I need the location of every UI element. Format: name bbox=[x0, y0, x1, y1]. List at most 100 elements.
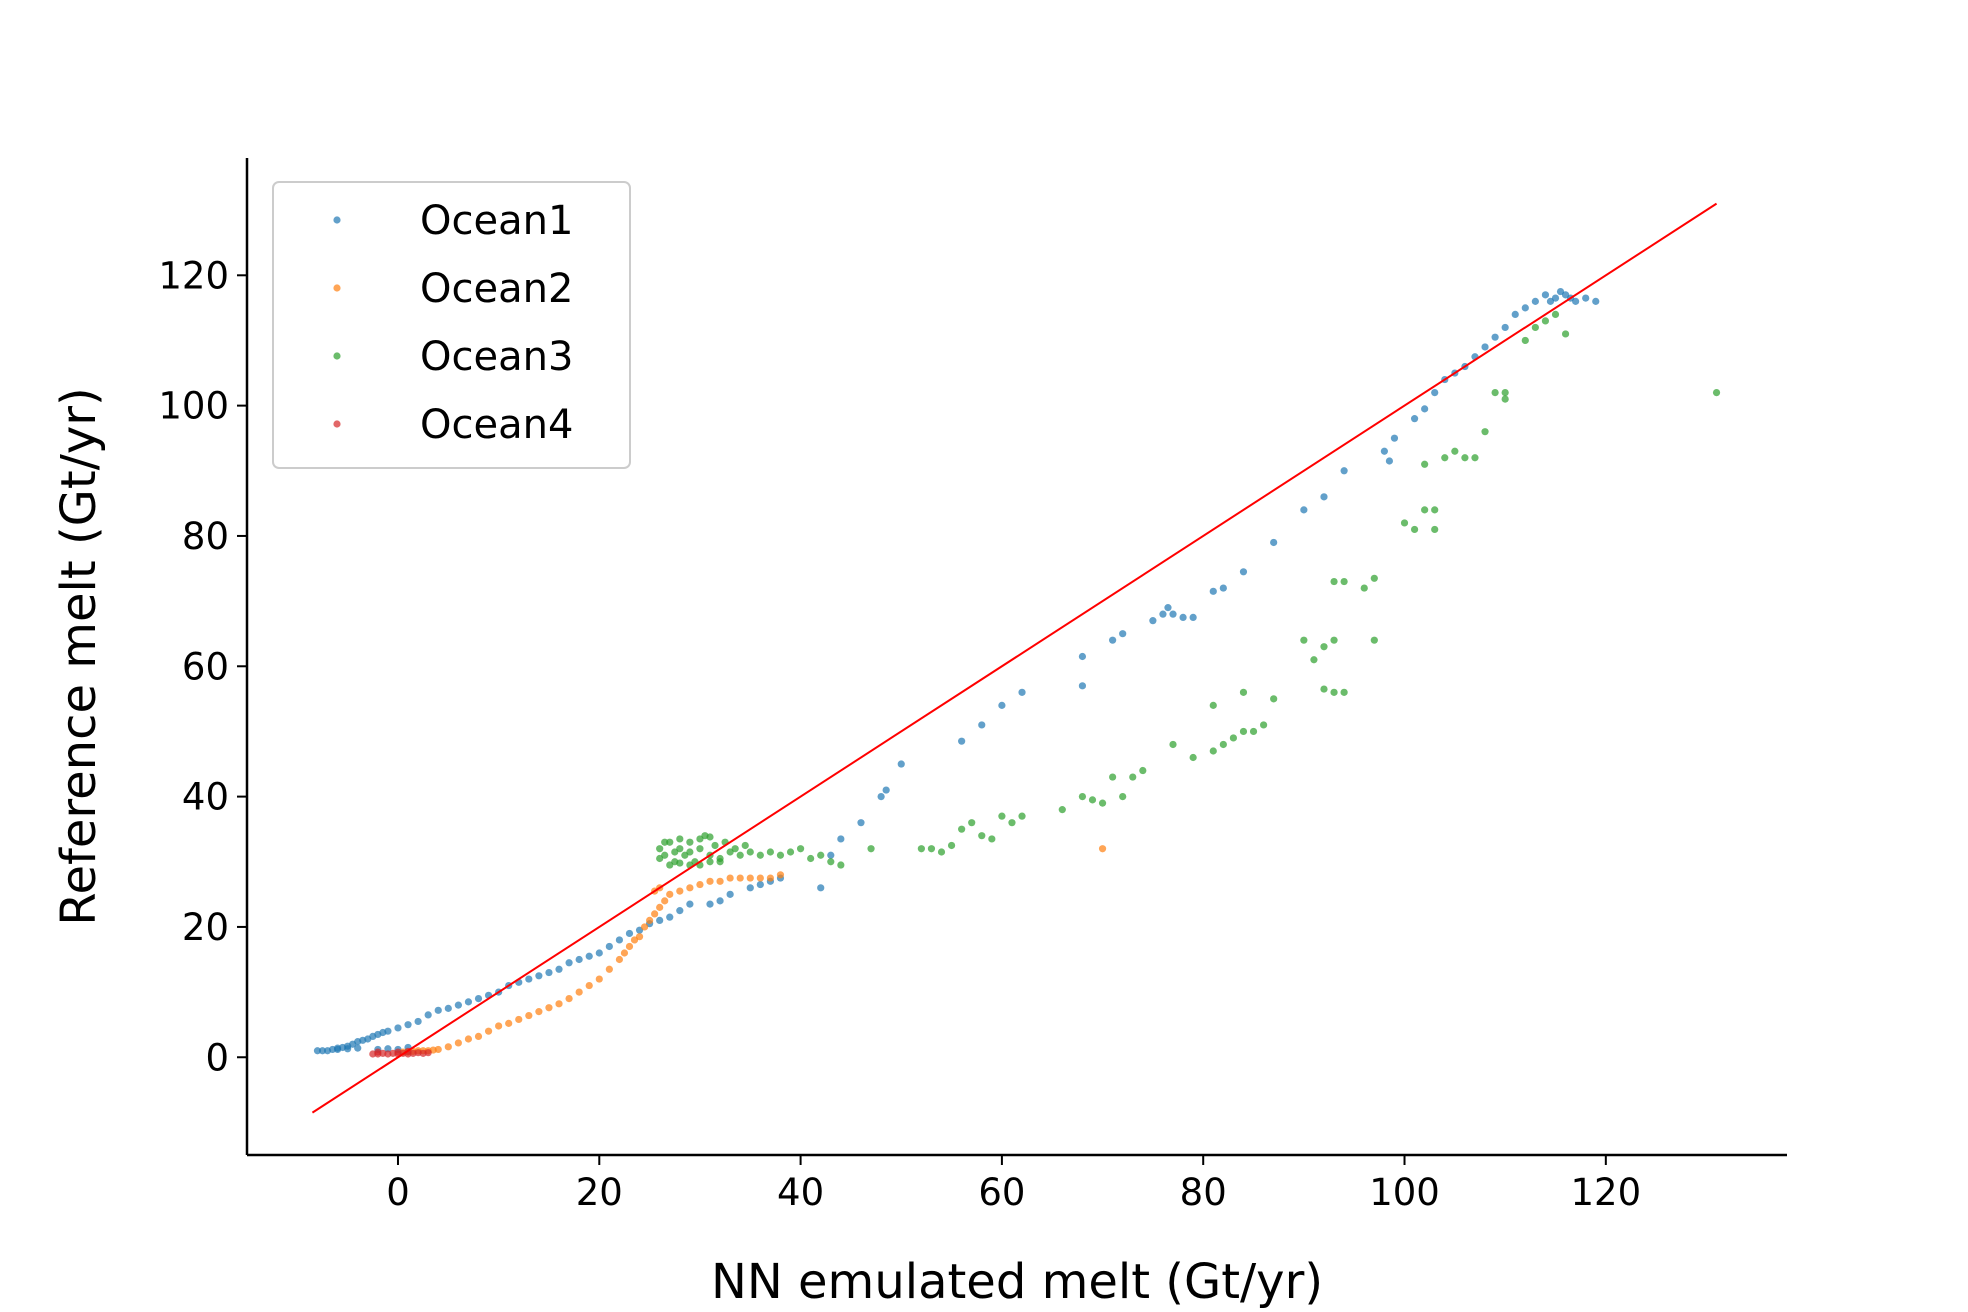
data-point bbox=[978, 721, 986, 729]
data-point bbox=[1239, 688, 1248, 696]
data-point bbox=[444, 1004, 452, 1012]
legend-marker bbox=[333, 420, 341, 428]
data-point bbox=[384, 1027, 392, 1035]
data-point bbox=[575, 955, 583, 964]
data-point bbox=[1561, 330, 1570, 338]
data-point bbox=[666, 861, 674, 869]
data-point bbox=[726, 890, 734, 898]
data-point bbox=[495, 1022, 503, 1030]
data-point bbox=[1219, 584, 1227, 592]
data-point bbox=[706, 858, 714, 866]
data-point bbox=[575, 988, 583, 996]
data-point bbox=[1370, 636, 1378, 644]
data-point bbox=[706, 877, 714, 885]
data-point bbox=[978, 832, 986, 840]
x-tick-label: 40 bbox=[777, 1171, 824, 1214]
data-point bbox=[394, 1024, 402, 1032]
data-point bbox=[1088, 796, 1097, 804]
data-point bbox=[1300, 636, 1308, 644]
data-point bbox=[1169, 740, 1177, 749]
data-point bbox=[1018, 812, 1026, 820]
data-point bbox=[625, 929, 634, 938]
data-point bbox=[515, 1015, 523, 1024]
x-tick-label: 80 bbox=[1180, 1171, 1227, 1214]
data-point bbox=[666, 913, 674, 921]
data-point bbox=[1541, 317, 1550, 325]
data-point bbox=[1461, 454, 1469, 462]
data-point bbox=[937, 848, 946, 856]
data-point bbox=[958, 825, 966, 833]
data-point bbox=[686, 838, 694, 846]
data-point bbox=[1481, 343, 1489, 351]
y-tick-label: 60 bbox=[182, 645, 229, 688]
data-point bbox=[525, 975, 533, 983]
data-point bbox=[1320, 493, 1328, 501]
data-point bbox=[1380, 447, 1388, 455]
data-point bbox=[565, 959, 573, 967]
data-point bbox=[706, 833, 714, 841]
data-point bbox=[424, 1011, 432, 1019]
data-point bbox=[1270, 538, 1278, 547]
data-point bbox=[746, 884, 754, 892]
data-point bbox=[565, 995, 573, 1003]
data-point bbox=[1531, 297, 1539, 305]
data-point bbox=[1098, 845, 1107, 853]
data-point bbox=[354, 1044, 362, 1052]
data-point bbox=[1400, 519, 1409, 527]
data-point bbox=[882, 786, 890, 794]
data-point bbox=[1209, 587, 1217, 595]
data-point bbox=[505, 1019, 513, 1027]
data-point bbox=[555, 1000, 563, 1008]
data-point bbox=[766, 874, 774, 882]
data-point bbox=[615, 936, 624, 944]
data-point bbox=[827, 858, 835, 866]
data-point bbox=[998, 812, 1006, 820]
legend-label: Ocean4 bbox=[420, 402, 573, 448]
data-point bbox=[666, 838, 674, 846]
data-point bbox=[661, 838, 669, 846]
legend-marker bbox=[333, 352, 341, 360]
data-point bbox=[1119, 630, 1127, 638]
data-point bbox=[877, 793, 885, 801]
data-point bbox=[1481, 428, 1489, 436]
data-point bbox=[676, 835, 684, 843]
data-point bbox=[1712, 388, 1721, 397]
y-tick-label: 20 bbox=[182, 906, 229, 949]
y-axis-title: Reference melt (Gt/yr) bbox=[51, 387, 107, 925]
one-to-one-line bbox=[311, 202, 1718, 1114]
data-point bbox=[1501, 395, 1509, 403]
series-ocean2 bbox=[399, 845, 1107, 1056]
data-point bbox=[414, 1017, 422, 1026]
data-point bbox=[1431, 388, 1439, 397]
data-point bbox=[1078, 652, 1087, 661]
data-point bbox=[807, 854, 815, 863]
reference-line-layer bbox=[311, 202, 1718, 1114]
data-point bbox=[998, 701, 1006, 709]
data-point bbox=[585, 952, 593, 960]
data-point bbox=[474, 995, 483, 1003]
data-point bbox=[1219, 740, 1227, 749]
data-point bbox=[1546, 297, 1555, 305]
data-point bbox=[1098, 799, 1107, 807]
data-point bbox=[1109, 636, 1117, 644]
data-point bbox=[635, 933, 644, 941]
data-point bbox=[1149, 617, 1157, 625]
data-point bbox=[1260, 721, 1268, 729]
data-point bbox=[1159, 610, 1167, 618]
data-point bbox=[1541, 291, 1550, 299]
data-point bbox=[651, 910, 659, 918]
legend-label: Ocean1 bbox=[420, 198, 573, 244]
data-point bbox=[1421, 460, 1429, 468]
data-point bbox=[741, 841, 749, 850]
data-point bbox=[1410, 415, 1419, 423]
data-point bbox=[1491, 388, 1499, 397]
data-point bbox=[333, 1045, 342, 1054]
data-point bbox=[686, 900, 694, 908]
data-point bbox=[731, 845, 739, 853]
data-point bbox=[1511, 310, 1519, 318]
data-point bbox=[1300, 506, 1308, 514]
x-tick-label: 100 bbox=[1369, 1171, 1440, 1214]
data-point bbox=[535, 1008, 543, 1016]
data-point bbox=[776, 871, 785, 879]
